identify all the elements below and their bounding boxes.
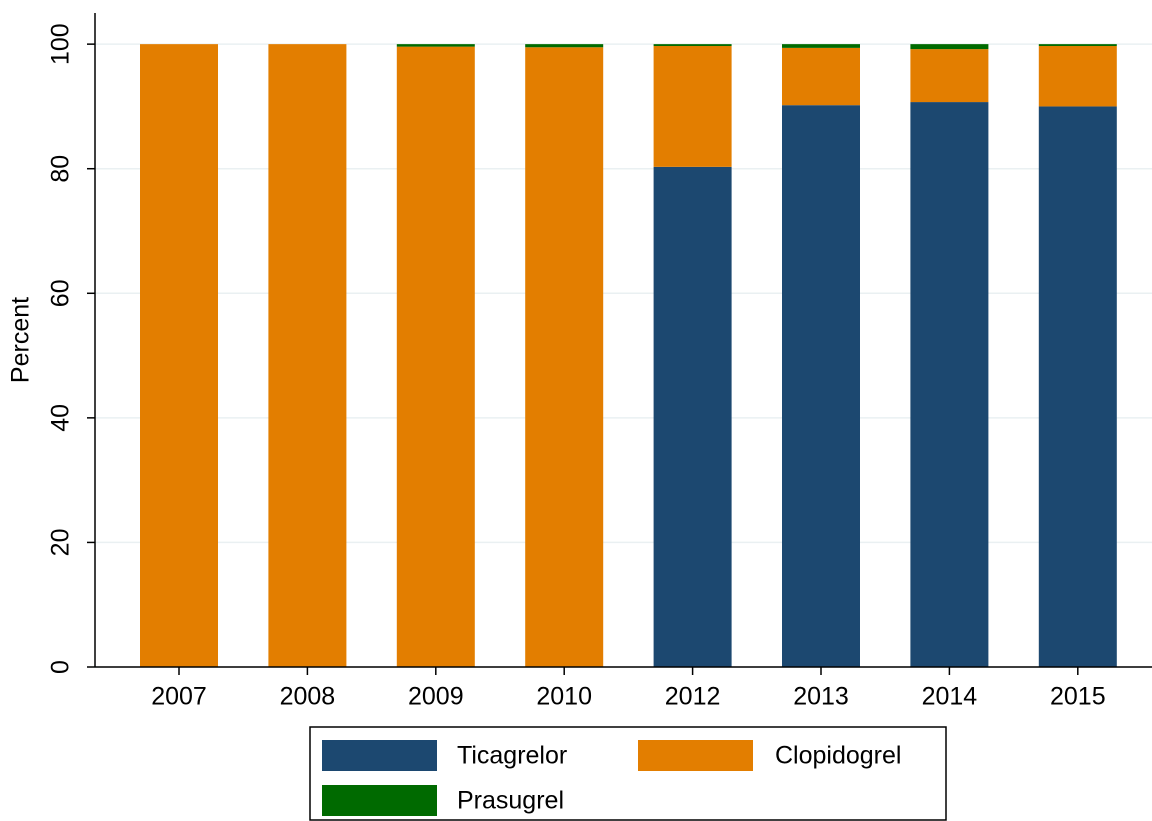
bar-segment [268, 44, 347, 667]
legend-swatch [322, 740, 437, 771]
legend-label: Prasugrel [457, 787, 564, 815]
x-tick-label: 2010 [536, 683, 592, 711]
bar-segment [140, 44, 218, 667]
x-tick-label: 2007 [151, 683, 207, 711]
bar-segment [525, 44, 604, 48]
bar-segment [910, 44, 989, 50]
bar-segment [1038, 46, 1117, 107]
x-tick-label: 2014 [922, 683, 978, 711]
y-tick-label: 20 [47, 529, 75, 557]
bar-segment [1038, 44, 1117, 47]
x-tick-label: 2008 [280, 683, 336, 711]
x-tick-label: 2015 [1050, 683, 1106, 711]
y-tick-label: 80 [47, 155, 75, 183]
legend-swatch [322, 785, 437, 816]
y-tick-label: 60 [47, 279, 75, 307]
y-tick-label: 100 [47, 23, 75, 65]
bar-segment [1038, 106, 1117, 667]
bar-segment [396, 46, 475, 668]
legend-label: Clopidogrel [775, 742, 901, 770]
bar-segment [782, 44, 860, 48]
bar-segment [782, 47, 860, 106]
bar-segment [910, 102, 989, 667]
bar-segment [653, 166, 732, 668]
bar-segment [653, 46, 732, 167]
bar-segment [653, 44, 732, 47]
x-tick-label: 2012 [665, 683, 721, 711]
legend-label: Ticagrelor [457, 742, 567, 770]
bar-segment [525, 47, 604, 667]
legend-swatch [638, 740, 753, 771]
y-tick-label: 0 [47, 660, 75, 674]
x-tick-label: 2013 [793, 683, 849, 711]
bar-segment [910, 49, 989, 103]
y-tick-label: 40 [47, 404, 75, 432]
y-axis-label: Percent [7, 297, 35, 383]
bar-segment [782, 105, 860, 667]
bar-segment [396, 44, 475, 47]
x-tick-label: 2009 [408, 683, 464, 711]
